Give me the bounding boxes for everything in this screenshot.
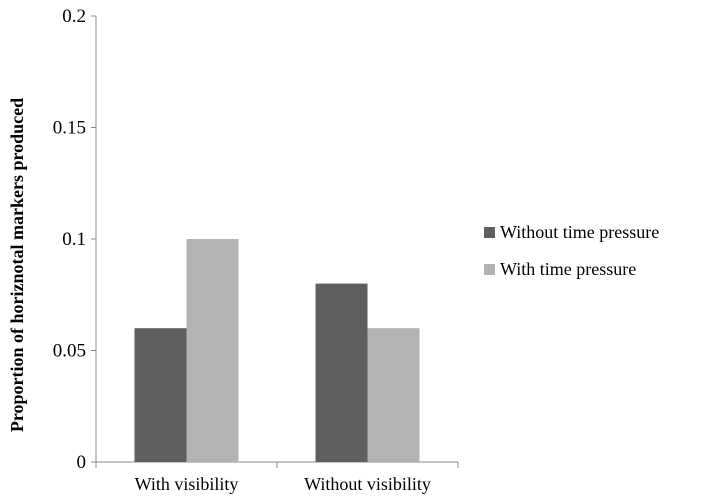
y-tick-label: 0.2: [62, 6, 86, 27]
y-ticks: 0 0.05 0.1 0.15 0.2: [53, 6, 96, 473]
category-labels: With visibility Without visibility: [135, 474, 431, 494]
legend-swatch: [484, 264, 495, 275]
y-tick-label: 0.05: [53, 341, 86, 362]
x-tick-label: Without visibility: [304, 474, 431, 494]
y-axis-title: Proportion of horiznotal markers produce…: [7, 98, 27, 432]
legend-label: With time pressure: [500, 259, 636, 279]
bar: [367, 328, 420, 462]
y-tick-label: 0.1: [62, 229, 86, 250]
y-tick-label: 0: [77, 452, 87, 473]
x-tick-label: With visibility: [135, 474, 239, 494]
x-ticks: [95, 462, 459, 468]
bar: [186, 239, 239, 462]
bars: [134, 239, 420, 462]
y-tick-label: 0.15: [53, 118, 86, 139]
bar: [315, 283, 368, 462]
legend: Without time pressure With time pressure: [484, 222, 659, 279]
legend-label: Without time pressure: [500, 222, 659, 242]
legend-swatch: [484, 227, 495, 238]
bar: [134, 328, 187, 462]
